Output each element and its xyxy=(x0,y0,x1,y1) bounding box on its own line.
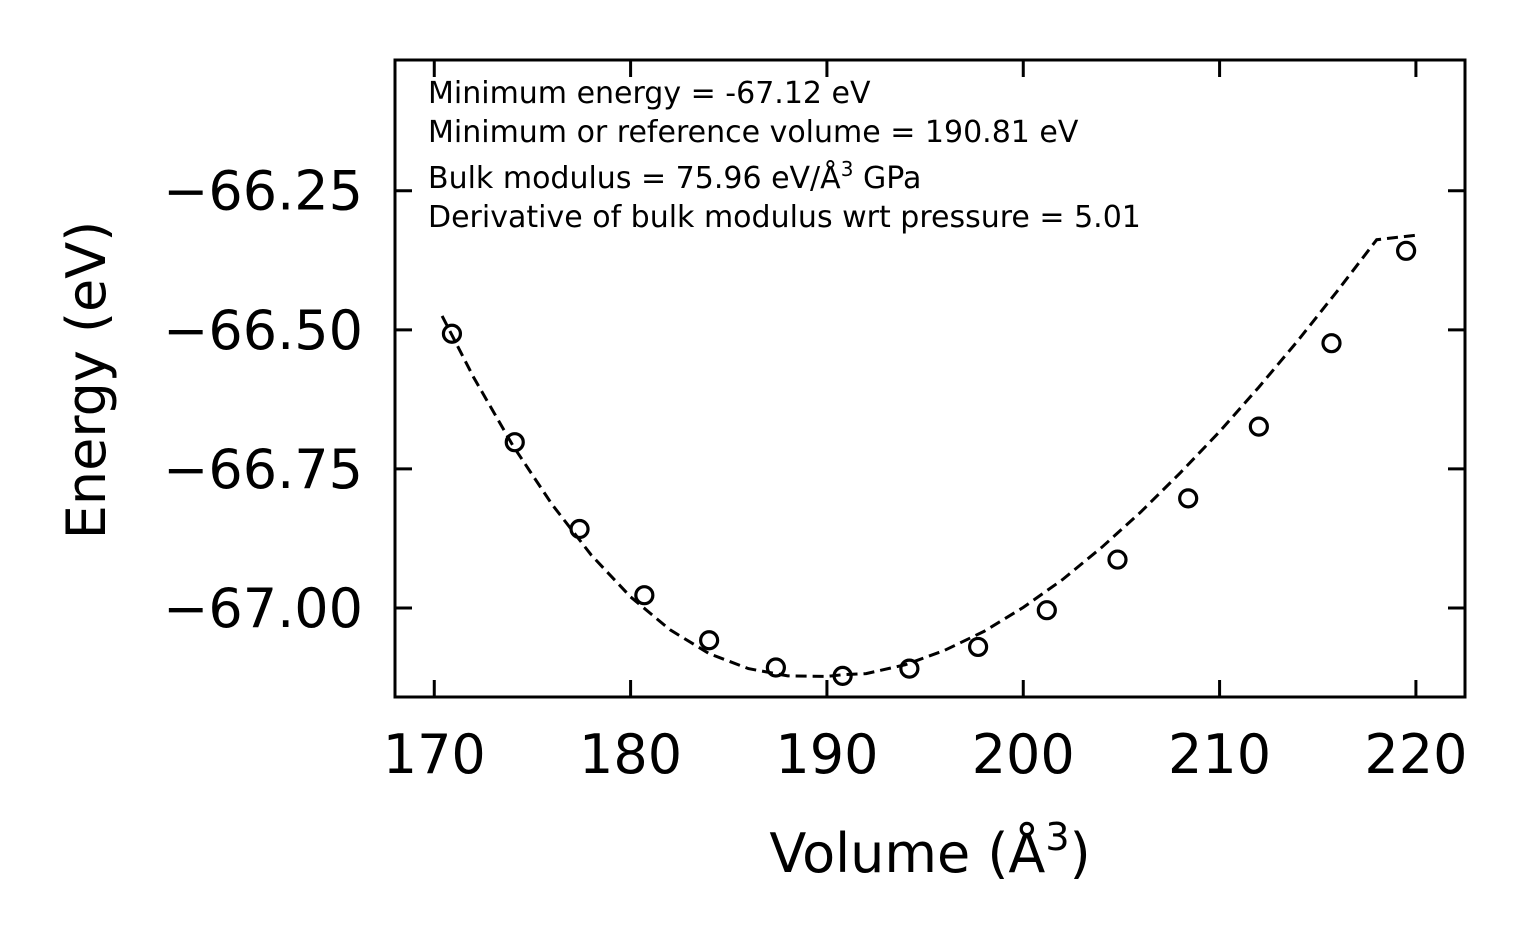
fit-curve-layer xyxy=(440,233,1417,678)
data-point xyxy=(1396,240,1417,261)
annotation-bulk-modulus-text: Bulk modulus = 75.96 eV/Å xyxy=(428,160,841,196)
x-tick-label: 170 xyxy=(383,723,486,786)
data-point xyxy=(1321,333,1342,354)
data-point xyxy=(765,657,786,678)
annotation-bulk-modulus-sup: 3 xyxy=(841,157,854,181)
data-point xyxy=(1178,488,1199,509)
y-axis-label: Energy (eV) xyxy=(55,221,118,540)
data-point xyxy=(1107,549,1128,570)
data-point xyxy=(968,636,989,658)
data-point xyxy=(569,518,590,540)
data-point xyxy=(1248,416,1269,437)
annotation-minimum-energy: Minimum energy = -67.12 eV xyxy=(428,76,871,111)
y-tick-label: −66.25 xyxy=(163,160,363,223)
ticks-layer: 170 180 190 200 210 220 −66.25 −66.50 −66.75 −67.… xyxy=(163,60,1467,786)
annotation-bulk-modulus-unit: GPa xyxy=(853,161,921,196)
data-point xyxy=(899,658,920,679)
data-point xyxy=(441,323,463,344)
data-points-layer xyxy=(441,240,1417,686)
x-tick-label: 190 xyxy=(775,723,878,786)
x-tick-label: 220 xyxy=(1364,723,1467,786)
data-point xyxy=(832,665,853,686)
y-tick-label: −66.75 xyxy=(163,438,363,501)
y-tick-label: −66.50 xyxy=(163,299,363,362)
data-point xyxy=(504,432,525,453)
annotation-bulk-modulus: Bulk modulus = 75.96 eV/Å3 GPa xyxy=(428,157,921,196)
x-tick-label: 210 xyxy=(1168,723,1271,786)
annotation-bulk-modulus-derivative: Derivative of bulk modulus wrt pressure … xyxy=(428,200,1141,235)
x-axis-label-text: Volume (Å xyxy=(769,821,1045,885)
x-axis-label-end: ) xyxy=(1070,822,1091,885)
x-tick-label: 200 xyxy=(972,723,1075,786)
fit-dashed-line xyxy=(440,233,1417,678)
data-point xyxy=(699,630,720,651)
data-point xyxy=(634,585,655,606)
plot-frame xyxy=(393,58,1467,699)
x-axis-label-sup: 3 xyxy=(1045,815,1069,859)
x-axis-label: Volume (Å3) xyxy=(769,815,1090,885)
y-tick-label: −67.00 xyxy=(163,577,363,640)
annotation-box: Minimum energy = -67.12 eV Minimum or re… xyxy=(428,76,1141,235)
x-tick-label: 180 xyxy=(579,723,682,786)
data-point xyxy=(1036,600,1057,621)
annotation-reference-volume: Minimum or reference volume = 190.81 eV xyxy=(428,115,1079,150)
